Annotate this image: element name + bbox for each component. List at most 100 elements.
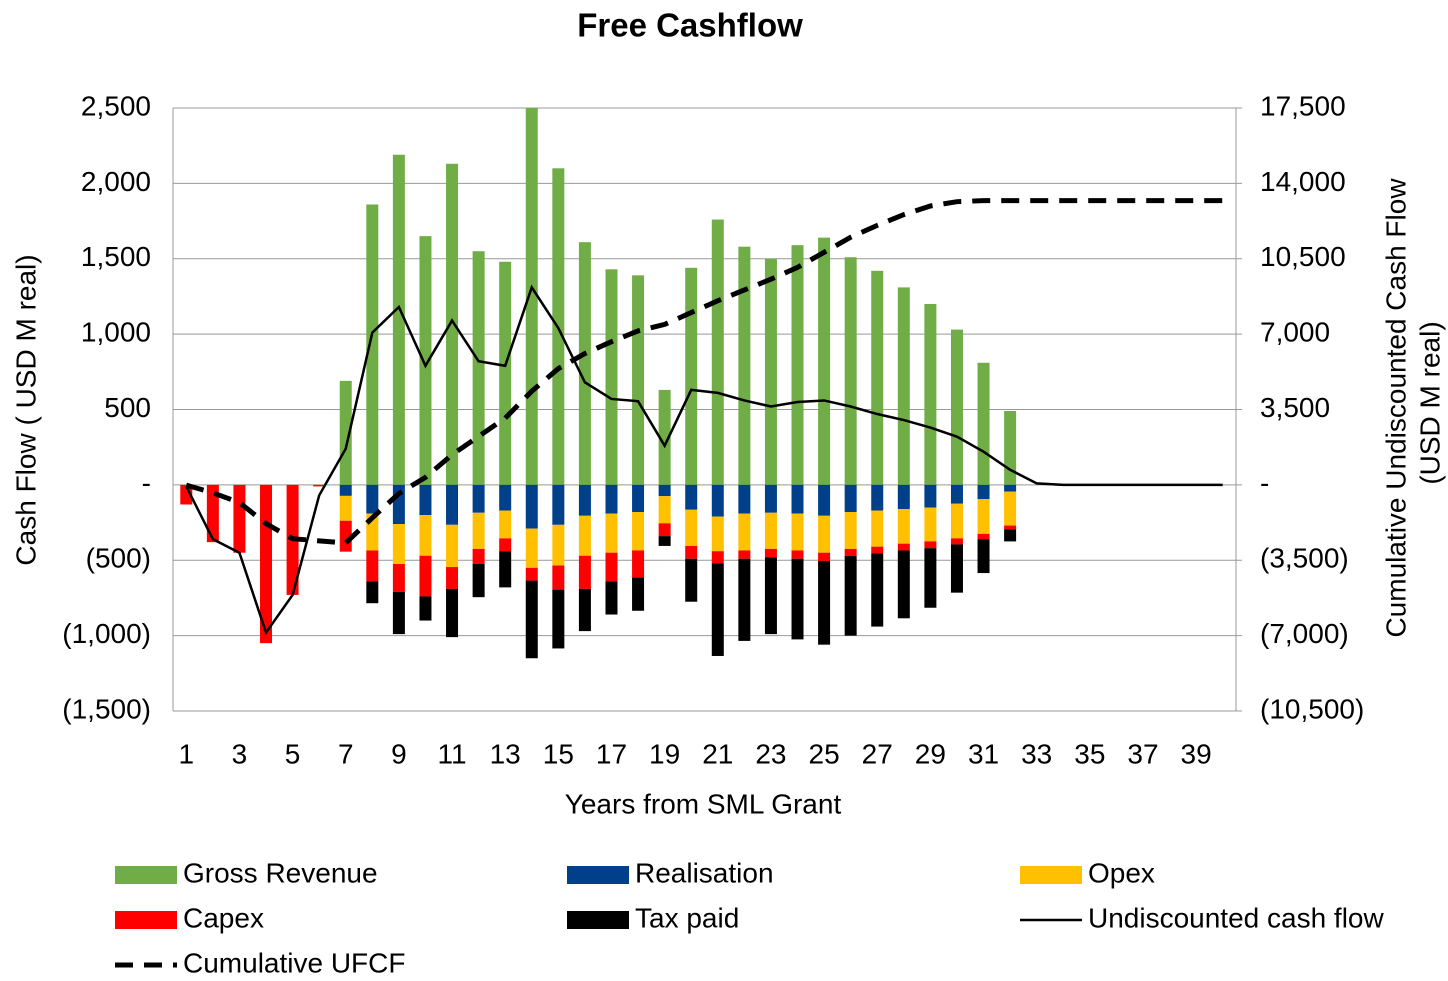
bar — [605, 513, 618, 553]
bar — [472, 564, 485, 598]
y2-tick-label: 7,000 — [1260, 317, 1330, 348]
bar — [339, 495, 352, 521]
bar — [525, 567, 538, 581]
bar — [472, 512, 485, 549]
bar — [366, 204, 379, 485]
bar — [446, 588, 459, 638]
x-tick-label: 23 — [755, 738, 786, 769]
bar — [632, 275, 645, 485]
bar — [366, 550, 379, 582]
bar — [392, 524, 405, 565]
bar — [897, 508, 910, 544]
bar — [1004, 525, 1017, 530]
bar — [605, 484, 618, 514]
bar — [764, 548, 777, 558]
bar — [711, 516, 724, 552]
bar — [738, 484, 751, 514]
legend-swatch — [567, 911, 629, 929]
bar — [499, 484, 512, 511]
x-tick-label: 5 — [285, 738, 301, 769]
bar — [658, 496, 671, 524]
bar — [206, 484, 219, 543]
y2-axis-title: Cumulative Undiscounted Cash Flow — [1380, 178, 1411, 638]
x-tick-label: 31 — [968, 738, 999, 769]
bar — [499, 261, 512, 485]
x-tick-label: 13 — [490, 738, 521, 769]
x-tick-label: 27 — [862, 738, 893, 769]
bar — [339, 520, 352, 552]
bar — [738, 513, 751, 551]
bar — [605, 269, 618, 485]
bar — [313, 484, 326, 487]
bar — [897, 484, 910, 509]
bar — [950, 484, 963, 504]
bar — [950, 503, 963, 539]
bar — [419, 484, 432, 516]
bar — [392, 564, 405, 592]
bar — [525, 484, 538, 529]
bar — [392, 154, 405, 485]
legend-swatch — [567, 866, 629, 884]
bar — [578, 242, 591, 485]
bar — [1004, 529, 1017, 542]
bar — [685, 484, 698, 510]
bar — [685, 267, 698, 485]
bar — [711, 551, 724, 564]
y-tick-label: 2,500 — [81, 90, 151, 121]
bar — [897, 550, 910, 619]
bar — [446, 524, 459, 568]
y2-tick-label: 17,500 — [1260, 90, 1346, 121]
bar — [419, 555, 432, 597]
bar — [738, 550, 751, 559]
bar — [924, 303, 937, 485]
bar — [764, 557, 777, 635]
y2-tick-label: 14,000 — [1260, 166, 1346, 197]
bar — [844, 548, 857, 556]
bar — [791, 245, 804, 485]
line — [185, 198, 1223, 546]
bar — [711, 484, 724, 517]
bar — [818, 237, 831, 485]
bar — [844, 484, 857, 513]
y2-tick-label: (3,500) — [1260, 543, 1349, 574]
y2-tick-label: (10,500) — [1260, 693, 1364, 724]
bar — [446, 163, 459, 485]
y-tick-label: 1,000 — [81, 317, 151, 348]
bar — [552, 589, 565, 649]
bar — [818, 484, 831, 516]
bar — [685, 509, 698, 546]
bar — [977, 499, 990, 534]
bar — [472, 251, 485, 485]
y2-axis-title: (USD M real) — [1414, 321, 1445, 484]
bar — [578, 555, 591, 589]
y-tick-label: - — [142, 467, 151, 498]
legend-swatch — [115, 911, 177, 929]
bar — [578, 515, 591, 556]
x-tick-label: 15 — [543, 738, 574, 769]
bar — [605, 581, 618, 615]
bar — [871, 510, 884, 547]
x-axis-title: Years from SML Grant — [565, 788, 842, 819]
bar — [552, 524, 565, 566]
bar — [419, 236, 432, 485]
bar — [446, 484, 459, 525]
bar — [950, 538, 963, 545]
bar — [233, 484, 246, 553]
bar — [844, 555, 857, 636]
bar — [764, 484, 777, 513]
bar — [605, 552, 618, 582]
y-tick-label: 500 — [104, 392, 151, 423]
bar — [738, 558, 751, 641]
bar — [871, 546, 884, 554]
bar — [791, 558, 804, 640]
bar — [446, 567, 459, 589]
bar — [419, 596, 432, 621]
legend-label: Cumulative UFCF — [183, 947, 405, 978]
y-tick-label: (1,500) — [62, 693, 151, 724]
y-axis-title: Cash Flow ( USD M real) — [10, 254, 41, 565]
bar — [871, 484, 884, 511]
bar — [791, 484, 804, 514]
bar — [818, 515, 831, 553]
bar — [472, 548, 485, 565]
